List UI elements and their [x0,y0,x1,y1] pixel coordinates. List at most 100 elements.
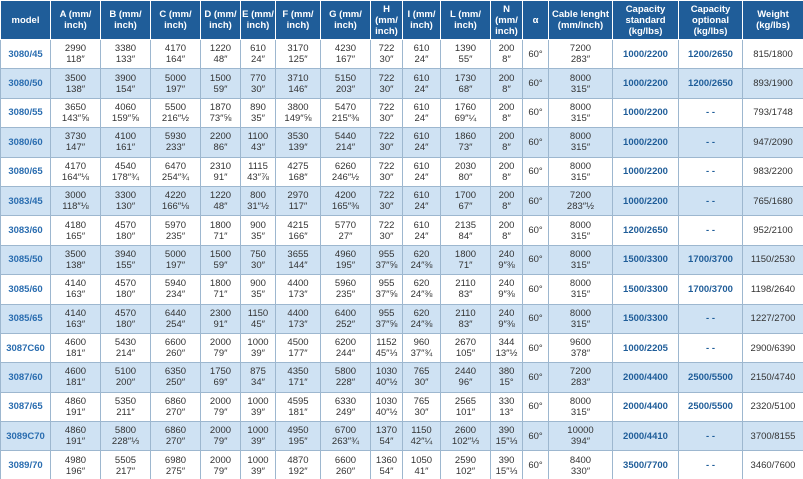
cell-line: 41″ [414,465,429,477]
cell-line: 722 [378,131,395,143]
cell-line: 2990 [64,43,87,55]
cell-line: 35″ [251,289,265,301]
capacity-cell: 1000/2200 [612,127,679,158]
dimension-cell: 200 8″ [490,127,523,158]
cell-line: 270″ [165,406,186,418]
cell-line: 1800 [454,248,477,260]
cell-line: 8″ [502,83,511,95]
cell-line: 180″ [115,230,136,242]
cell-line: 5800 [334,366,357,378]
dimension-cell: 5970 235″ [150,215,201,246]
dimension-cell: 6860 270″ [150,421,201,452]
cell-line: 380 [498,366,515,378]
cell-line: 7200 [569,43,592,55]
dimension-cell: 4100 161″ [100,127,151,158]
cell-line: 5500 [164,101,187,113]
dimension-cell: 8000 315″ [548,156,613,187]
dimension-cell: 5350 211″ [100,391,151,423]
column-header: E (mm/ inch) [240,0,276,40]
dimension-cell: 4170 164″ [150,38,201,70]
cell-line: 4170 [64,160,87,172]
cell-line: 34″ [251,377,265,389]
cell-line: 30″ [414,377,429,389]
dimension-cell: 6600 260″ [320,450,371,479]
table-cell: 60° [522,362,549,393]
cell-line: 180″ [115,289,136,301]
cell-line: 96″ [458,377,473,389]
cell-line: 6600 [164,337,187,349]
cell-line: 177″ [288,348,308,360]
cell-line: 24″ [414,142,429,154]
cell-line: 39″ [251,436,265,448]
cell-line: 200 [498,219,515,231]
table-row: 3085/50 3500 138″ 3940 155″ 5000 197″ 1500 59″ 75… [0,244,803,276]
dimension-cell: 610 24″ [402,215,441,246]
cell-line: 37″¾ [410,348,433,360]
column-header: Weight (kg/lbs) [742,0,803,40]
cell-line: 4215 [287,219,309,231]
dimension-cell: 1390 55″ [440,38,491,70]
cell-line: 6440 [164,307,187,319]
cell-line: 1000 [247,337,269,349]
model-cell: 3080/50 [0,68,51,99]
cell-line: 24″ [414,83,429,95]
dimension-cell: 722 30″ [370,38,403,70]
cell-line: 133″ [115,54,136,66]
column-header: F (mm/ inch) [275,0,321,40]
capacity-cell: 1000/2200 [612,156,679,187]
table-row: 3087/65 4860 191″ 5350 211″ 6860 270″ 2000 79″ 10… [0,391,803,423]
cell-line: 5350 [114,395,137,407]
dimension-cell: 610 24″ [240,38,276,70]
dimension-cell: 3380 133″ [100,38,151,70]
dimension-cell: 8000 315″ [548,215,613,246]
dimension-cell: 330 13° [490,391,523,423]
cell-line: 900 [250,219,266,231]
cell-line: 1030 [375,366,398,378]
cell-line: 4570 [114,219,137,231]
cell-line: 8000 [569,160,592,172]
cell-line: 71″ [213,230,228,242]
cell-line: 197″ [165,83,186,95]
cell-line: 2970 [287,190,309,202]
table-cell: 60° [522,421,549,452]
table-cell: 3700/8155 [742,421,803,452]
dimension-cell: 1152 45″⅓ [370,332,403,364]
dimension-cell: 4960 195″ [320,244,371,276]
cell-line: 214″ [115,348,136,360]
cell-line: 765 [413,395,430,407]
table-row: 3089/70 4980 196″ 5505 217″ 6980 275″ 2000 79″ 10… [0,450,803,479]
header-row: model A (mm/ inch) B (mm/ inch) C (mm/ inch… [0,0,803,40]
dimension-cell: 610 24″ [402,185,441,217]
dimension-cell: 4870 192″ [275,450,321,479]
dimension-cell: 2300 91″ [200,303,241,334]
cell-line: 83″ [458,289,473,301]
dimension-cell: 620 24″⅜ [402,274,441,305]
table-cell: 60° [522,391,549,423]
dimension-cell: 3655 144″ [275,244,321,276]
capacity-cell: - - [678,303,743,334]
capacity-cell: - - [678,127,743,158]
cell-line: 8″ [502,171,511,183]
cell-line: 6700 [334,425,357,437]
cell-line: 4275 [287,160,309,172]
cell-line: 24″ [414,201,429,213]
cell-line: 3655 [287,248,309,260]
cell-line: 315″ [570,83,591,95]
cell-line: 69″ [213,377,228,389]
cell-line: 315″ [570,230,591,242]
dimension-cell: 5000 197″ [150,244,201,276]
cell-line: 378″ [570,348,591,360]
column-header: A (mm/ inch) [50,0,101,40]
cell-line: 275″ [165,465,186,477]
cell-line: 3170 [287,43,309,55]
cell-line: 4230 [334,43,357,55]
cell-line: 8400 [569,454,592,466]
cell-line: 24″⅜ [410,318,433,330]
cell-line: 48″ [213,54,228,66]
dimension-cell: 2670 105″ [440,332,491,364]
dimension-cell: 8000 315″ [548,244,613,276]
cell-line: 960 [413,337,430,349]
cell-line: 1700 [454,190,477,202]
dimension-cell: 4140 163″ [50,274,101,305]
cell-line: 5800 [114,425,137,437]
